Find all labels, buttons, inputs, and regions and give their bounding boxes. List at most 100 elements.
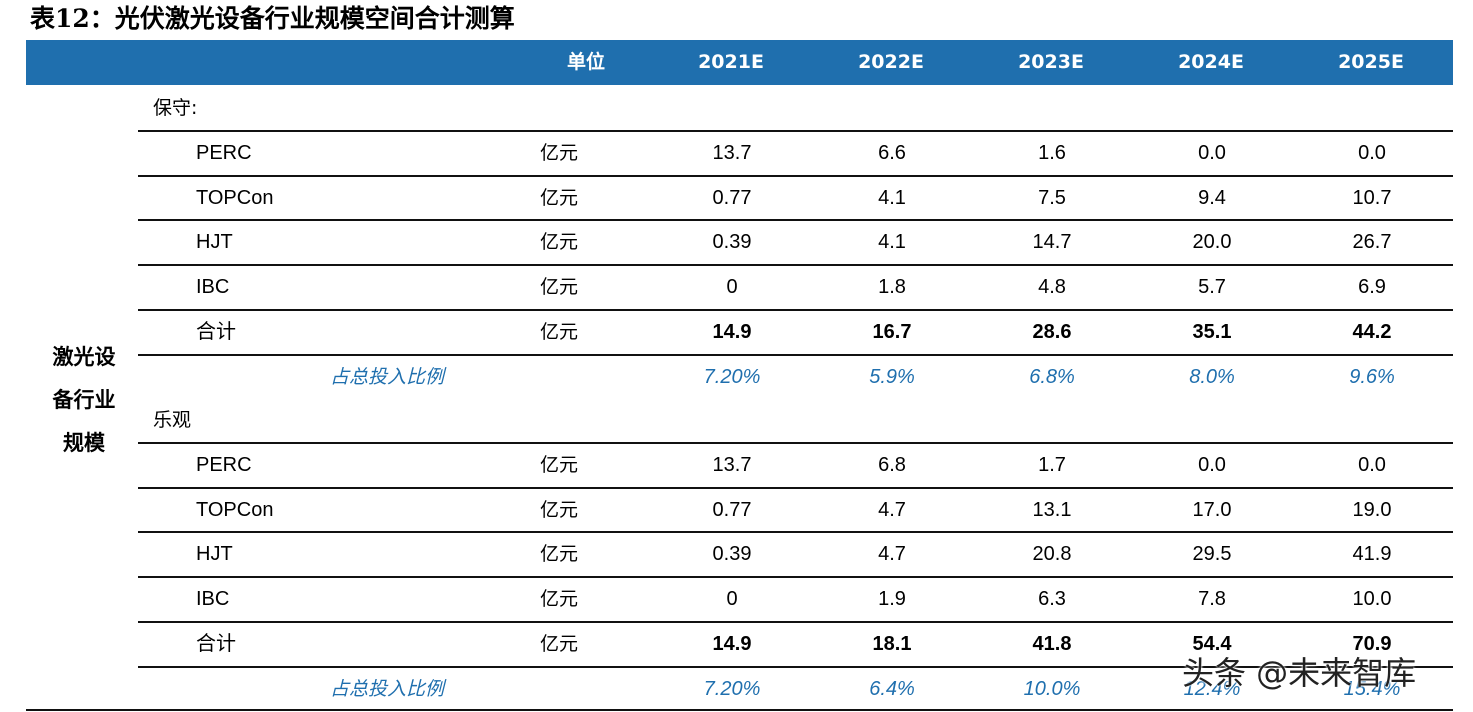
- value-cell: 14.9: [712, 633, 752, 655]
- row-name: IBC: [196, 588, 230, 611]
- row-group-label-line: 规模: [63, 430, 105, 455]
- value-cell: 0.77: [712, 498, 752, 521]
- row-divider: [138, 576, 1453, 579]
- value-cell: 13.7: [712, 141, 752, 164]
- value-cell: 18.1: [872, 633, 912, 655]
- row-unit: 亿元: [540, 141, 579, 164]
- value-cell: 7.8: [1198, 588, 1226, 611]
- value-cell: 54.4: [1192, 633, 1232, 655]
- row-group-label-line: 备行业: [52, 387, 116, 412]
- share-value: 15.4%: [1343, 677, 1401, 700]
- row-name: 合计: [196, 633, 236, 655]
- row-divider: [138, 531, 1453, 534]
- value-cell: 10.0: [1352, 588, 1392, 611]
- row-unit: 亿元: [540, 633, 579, 655]
- value-cell: 13.1: [1032, 498, 1072, 521]
- row-divider: [138, 174, 1453, 177]
- value-cell: 0.39: [712, 231, 752, 254]
- value-cell: 9.4: [1198, 186, 1226, 209]
- value-cell: 20.0: [1192, 231, 1232, 254]
- row-unit: 亿元: [540, 276, 579, 299]
- row-group-label-line: 激光设: [52, 344, 116, 369]
- row-name: TOPCon: [196, 498, 274, 521]
- value-cell: 0.39: [712, 543, 752, 566]
- value-cell: 6.6: [878, 141, 906, 164]
- value-cell: 13.7: [712, 453, 752, 476]
- value-cell: 0.0: [1198, 141, 1226, 164]
- row-name: PERC: [196, 453, 252, 476]
- value-cell: 17.0: [1192, 498, 1232, 521]
- table-bottom-border: [26, 709, 1453, 711]
- share-value: 8.0%: [1189, 365, 1235, 388]
- value-cell: 26.7: [1352, 231, 1392, 254]
- value-cell: 6.3: [1038, 588, 1066, 611]
- row-divider: [138, 264, 1453, 267]
- value-cell: 4.8: [1038, 276, 1066, 299]
- value-cell: 4.7: [878, 543, 906, 566]
- row-divider: [138, 219, 1453, 222]
- value-cell: 1.7: [1038, 453, 1066, 476]
- share-value: 9.6%: [1349, 365, 1395, 388]
- row-name: IBC: [196, 276, 230, 299]
- row-divider: [138, 353, 1453, 356]
- row-divider: [138, 665, 1453, 668]
- value-cell: 0: [726, 588, 738, 611]
- share-value: 10.0%: [1023, 677, 1081, 700]
- value-cell: 4.1: [878, 231, 906, 254]
- value-cell: 1.6: [1038, 141, 1066, 164]
- value-cell: 44.2: [1352, 321, 1392, 343]
- header-unit: 单位: [566, 51, 605, 73]
- value-cell: 16.7: [872, 321, 912, 343]
- value-cell: 70.9: [1352, 633, 1392, 655]
- value-cell: 14.7: [1032, 231, 1072, 254]
- share-value: 6.8%: [1029, 365, 1075, 388]
- value-cell: 20.8: [1032, 543, 1072, 566]
- table-header: 单位 2021E 2022E 2023E 2024E 2025E: [26, 40, 1453, 85]
- share-value: 12.4%: [1183, 677, 1241, 700]
- value-cell: 41.9: [1352, 543, 1392, 566]
- table-title: 表12：光伏激光设备行业规模空间合计测算: [30, 4, 515, 33]
- row-unit: 亿元: [540, 588, 579, 611]
- header-year: 2022E: [858, 51, 924, 73]
- value-cell: 41.8: [1032, 633, 1072, 655]
- row-name: 合计: [196, 321, 236, 343]
- row-divider: [138, 441, 1453, 444]
- share-value: 7.20%: [703, 677, 761, 700]
- value-cell: 4.1: [878, 186, 906, 209]
- value-cell: 0.0: [1358, 453, 1386, 476]
- value-cell: 6.9: [1358, 276, 1386, 299]
- value-cell: 6.8: [878, 453, 906, 476]
- row-unit: 亿元: [540, 543, 579, 566]
- row-unit: 亿元: [540, 231, 579, 254]
- row-divider: [138, 309, 1453, 311]
- share-label: 占总投入比例: [330, 365, 445, 388]
- value-cell: 7.5: [1038, 186, 1066, 209]
- value-cell: 0.0: [1358, 141, 1386, 164]
- row-unit: 亿元: [540, 186, 579, 209]
- row-divider: [138, 486, 1453, 489]
- row-divider: [138, 621, 1453, 623]
- value-cell: 28.6: [1032, 321, 1072, 343]
- header-year: 2024E: [1178, 51, 1244, 73]
- share-value: 5.9%: [869, 365, 915, 388]
- value-cell: 19.0: [1352, 498, 1392, 521]
- row-unit: 亿元: [540, 321, 579, 343]
- value-cell: 1.8: [878, 276, 906, 299]
- value-cell: 0: [726, 276, 738, 299]
- scenario-label: 保守:: [153, 97, 198, 119]
- share-label: 占总投入比例: [330, 677, 445, 700]
- share-value: 7.20%: [703, 365, 761, 388]
- value-cell: 35.1: [1192, 321, 1232, 343]
- value-cell: 29.5: [1192, 543, 1232, 566]
- value-cell: 5.7: [1198, 276, 1226, 299]
- row-divider: [138, 129, 1453, 132]
- row-name: PERC: [196, 141, 252, 164]
- row-unit: 亿元: [540, 498, 579, 521]
- header-year: 2023E: [1018, 51, 1084, 73]
- value-cell: 4.7: [878, 498, 906, 521]
- row-name: HJT: [196, 543, 233, 566]
- header-year: 2021E: [698, 51, 764, 73]
- row-group-label: 激光设 备行业 规模: [40, 335, 128, 464]
- header-year: 2025E: [1338, 51, 1404, 73]
- row-name: HJT: [196, 231, 233, 254]
